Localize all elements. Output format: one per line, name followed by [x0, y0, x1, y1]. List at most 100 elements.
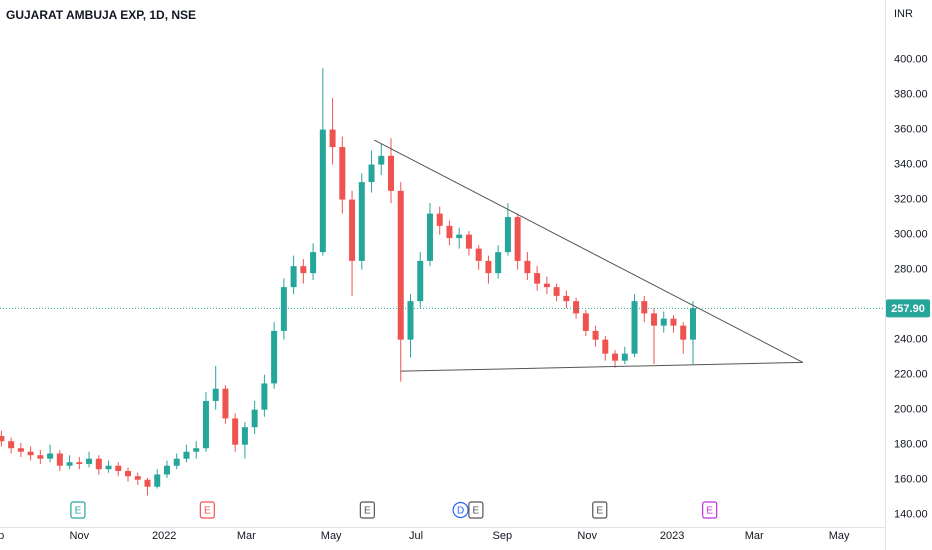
candle-body	[280, 287, 287, 331]
candle-body	[222, 388, 229, 419]
candle-body	[495, 252, 502, 274]
event-label: E	[75, 506, 82, 517]
candle-body	[86, 458, 93, 464]
candle-body	[378, 155, 385, 165]
event-marker: E	[359, 501, 375, 519]
candle-body	[407, 301, 414, 340]
candle-body	[319, 129, 326, 253]
candle-body	[349, 199, 356, 261]
candle-body	[475, 248, 482, 261]
candle-body	[241, 427, 248, 445]
candle-body	[397, 190, 404, 340]
candle-body	[543, 283, 550, 288]
candle-body	[8, 441, 15, 449]
candle-body	[436, 213, 443, 226]
candle-body	[212, 388, 219, 401]
candle-body	[115, 465, 122, 471]
event-marker: E	[70, 501, 86, 519]
candle-body	[154, 474, 161, 487]
event-label: E	[473, 506, 480, 517]
candle-body	[47, 453, 54, 459]
candle-body	[368, 164, 375, 183]
candle-body	[0, 435, 5, 442]
y-tick-label: 400.00	[894, 53, 928, 65]
candle-body	[134, 476, 141, 480]
candle-body	[66, 462, 73, 466]
candle-body	[202, 400, 209, 449]
candle-body	[95, 458, 102, 470]
y-tick-label: 300.00	[894, 229, 928, 241]
y-tick-label: 360.00	[894, 123, 928, 135]
candle-body	[310, 252, 317, 274]
candle-body	[193, 448, 200, 452]
x-tick-label: May	[829, 530, 850, 542]
candle-body	[573, 301, 580, 314]
x-tick-label: Mar	[237, 530, 256, 542]
y-tick-label: 160.00	[894, 474, 928, 486]
candle-body	[612, 353, 619, 361]
event-badge	[592, 501, 608, 519]
candle-body	[514, 217, 521, 261]
event-label: E	[596, 506, 603, 517]
x-tick-label: Sep	[493, 530, 513, 542]
candle-body	[524, 260, 531, 274]
candle-body	[670, 318, 677, 326]
candle-body	[689, 308, 696, 340]
event-marker: E	[468, 501, 484, 519]
last-price-label: 257.90	[891, 303, 925, 315]
plot-area	[0, 68, 885, 496]
event-badge	[702, 501, 718, 519]
x-tick-label: Nov	[70, 530, 90, 542]
y-tick-label: 340.00	[894, 158, 928, 170]
candle-body	[563, 295, 570, 302]
candle-body	[144, 479, 151, 487]
candle-body	[621, 353, 628, 361]
candle-body	[125, 470, 132, 477]
y-tick-label: 200.00	[894, 404, 928, 416]
candle-body	[465, 234, 472, 249]
candle-body	[592, 330, 599, 340]
candle-body	[105, 465, 112, 470]
event-label: E	[706, 506, 713, 517]
y-tick-label: 280.00	[894, 264, 928, 276]
y-tick-label: 140.00	[894, 509, 928, 521]
event-marker: E	[592, 501, 608, 519]
event-badge	[452, 501, 469, 519]
event-badge	[199, 501, 215, 519]
x-tick-label: May	[321, 530, 342, 542]
y-tick-label: 320.00	[894, 194, 928, 206]
candle-body	[641, 301, 648, 314]
candle-body	[76, 462, 83, 464]
candle-body	[271, 330, 278, 384]
candle-body	[504, 217, 511, 253]
x-tick-label: Jul	[409, 530, 423, 542]
y-tick-label: 240.00	[894, 334, 928, 346]
candle-body	[56, 453, 63, 466]
x-tick-label: Nov	[577, 530, 597, 542]
candle-body	[651, 313, 658, 326]
candle-body	[582, 313, 589, 331]
event-marker: D	[452, 501, 469, 519]
candle-body	[417, 260, 424, 302]
candle-body	[485, 260, 492, 274]
candle-body	[446, 225, 453, 239]
candle-body	[251, 409, 258, 428]
candle-body	[290, 266, 297, 288]
x-tick-label: Sep	[0, 530, 4, 542]
candle-body	[358, 182, 365, 261]
candle-body	[388, 155, 395, 191]
y-tick-label: 180.00	[894, 439, 928, 451]
candle-body	[27, 451, 34, 456]
currency-label: INR	[894, 8, 913, 20]
x-tick-label: Mar	[745, 530, 764, 542]
candle-body	[261, 383, 268, 410]
trendline	[400, 361, 803, 372]
candle-body	[17, 448, 24, 452]
event-label: E	[364, 506, 371, 517]
event-label: E	[204, 506, 211, 517]
chart-title: GUJARAT AMBUJA EXP, 1D, NSE	[6, 8, 196, 22]
candle-body	[232, 418, 239, 445]
x-tick-label: 2023	[660, 530, 684, 542]
y-tick-label: 220.00	[894, 369, 928, 381]
